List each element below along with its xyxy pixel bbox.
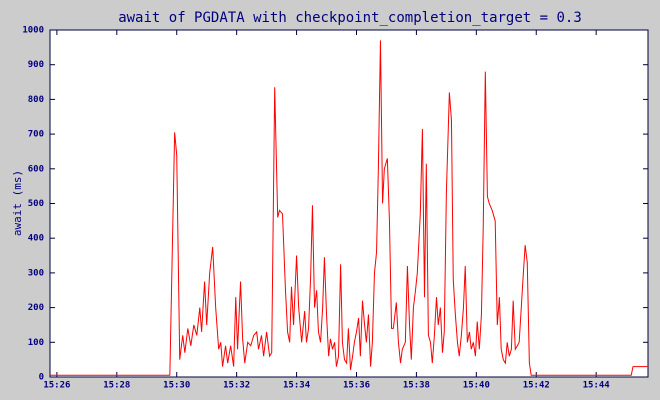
y-axis-label: await (ms) — [11, 170, 24, 236]
x-tick-label: 15:40 — [463, 381, 490, 391]
line — [50, 40, 648, 376]
y-tick-label: 0 — [39, 373, 44, 383]
x-tick-label: 15:36 — [343, 381, 370, 391]
x-tick-label: 15:42 — [523, 381, 550, 391]
x-tick-label: 15:32 — [223, 381, 250, 391]
x-tick-label: 15:34 — [283, 381, 311, 391]
y-tick-label: 400 — [28, 234, 44, 244]
y-tick-label: 300 — [28, 268, 44, 278]
x-tick-label: 15:30 — [163, 381, 190, 391]
y-tick-label: 600 — [28, 164, 44, 174]
y-tick-label: 1000 — [22, 26, 44, 36]
x-tick-label: 15:26 — [43, 381, 70, 391]
x-tick-label: 15:38 — [403, 381, 430, 391]
x-tick-label: 15:44 — [583, 381, 611, 391]
x-tick-label: 15:28 — [103, 381, 130, 391]
chart-title: await of PGDATA with checkpoint_completi… — [118, 10, 582, 26]
y-tick-label: 200 — [28, 303, 44, 313]
plot-area — [49, 29, 649, 378]
y-tick-label: 100 — [28, 338, 44, 348]
y-tick-label: 900 — [28, 60, 44, 70]
y-tick-label: 500 — [28, 199, 44, 209]
y-tick-label: 700 — [28, 130, 44, 140]
y-tick-label: 800 — [28, 95, 44, 105]
